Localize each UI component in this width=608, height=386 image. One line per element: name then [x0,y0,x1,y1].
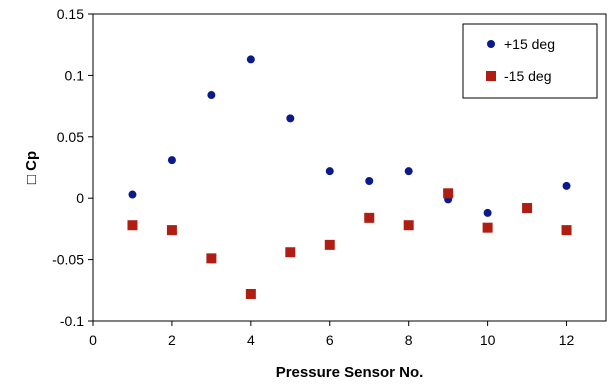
legend-marker-square [486,71,496,81]
x-axis: 0 2 4 6 8 10 12 [89,321,575,348]
data-point-square [443,188,454,199]
data-point-square [285,247,296,258]
data-point-circle [246,55,255,64]
data-point-square [482,222,493,233]
data-point-circle [404,167,413,176]
data-point-square [364,212,375,223]
data-point-circle [167,156,176,165]
data-point-circle [483,208,492,217]
x-tick-label: 2 [168,332,176,348]
legend-box [462,23,598,99]
data-point-circle [286,114,295,123]
data-point-circle [207,91,216,100]
legend: +15 deg -15 deg [462,23,598,99]
legend-entry: +15 deg [487,36,555,52]
legend-entries: +15 deg -15 deg [486,36,555,84]
y-axis-title: □ Cp [23,151,40,184]
legend-label: +15 deg [504,36,555,52]
data-point-circle [128,190,137,199]
data-point-square [561,225,572,236]
x-tick-label: 10 [480,332,496,348]
data-point-circle [325,167,334,176]
legend-marker-circle [487,40,495,48]
y-tick-label: 0 [76,190,84,206]
x-tick-label: 12 [559,332,575,348]
data-point-square [522,203,533,214]
y-tick-label: -0.05 [52,252,84,268]
legend-label: -15 deg [504,68,551,84]
x-tick-label: 4 [247,332,255,348]
legend-entry: -15 deg [486,68,551,84]
data-point-circle [562,181,571,190]
data-point-circle [365,177,374,186]
y-tick-label: -0.1 [60,313,84,329]
series-2 [127,188,572,299]
data-points [127,55,572,299]
y-tick-label: 0.1 [65,67,85,83]
data-point-square [324,239,335,250]
x-tick-label: 8 [405,332,413,348]
y-tick-label: 0.15 [57,6,84,22]
x-tick-label: 0 [89,332,97,348]
x-axis-title: Pressure Sensor No. [276,364,424,381]
y-axis: -0.1 -0.05 0 0.05 0.1 0.15 [52,6,93,329]
x-tick-label: 6 [326,332,334,348]
series-1 [128,55,571,217]
data-point-square [127,220,138,231]
data-point-square [166,225,177,236]
data-point-square [245,288,256,299]
data-point-square [206,253,217,264]
data-point-square [403,220,414,231]
y-tick-label: 0.05 [57,129,84,145]
